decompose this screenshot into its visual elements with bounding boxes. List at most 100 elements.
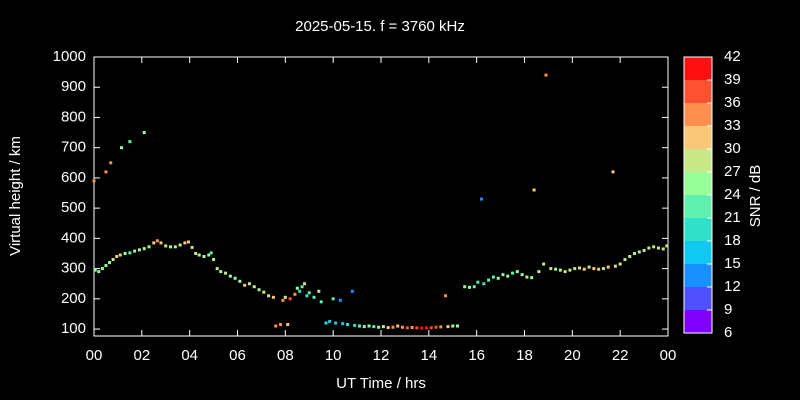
data-point — [367, 324, 371, 328]
data-point — [401, 325, 405, 329]
data-point — [243, 283, 247, 287]
data-point — [515, 270, 519, 274]
x-tick-label: 08 — [277, 347, 294, 364]
data-point — [491, 275, 495, 279]
data-point — [147, 245, 151, 249]
data-point — [128, 251, 132, 255]
data-point — [665, 244, 669, 248]
data-point — [293, 292, 297, 296]
data-point — [338, 298, 342, 302]
colorbar-tick-label: 12 — [724, 278, 741, 295]
data-point — [396, 324, 400, 328]
data-point — [542, 262, 546, 266]
colorbar-tick-label: 9 — [724, 301, 732, 318]
data-point — [286, 323, 290, 327]
data-point — [424, 326, 428, 330]
data-point — [118, 253, 122, 257]
y-tick-label: 900 — [61, 78, 86, 95]
data-point — [582, 267, 586, 271]
data-point — [312, 295, 316, 299]
data-point — [267, 294, 271, 298]
data-point — [224, 271, 228, 275]
data-point — [487, 278, 491, 282]
data-point — [391, 325, 395, 329]
colorbar-tick-label: 39 — [724, 71, 741, 88]
x-tick-label: 12 — [373, 347, 390, 364]
data-point — [93, 268, 97, 272]
data-point — [279, 323, 283, 327]
data-point — [558, 268, 562, 272]
data-point — [142, 247, 146, 251]
data-point — [319, 300, 323, 304]
data-point — [164, 244, 168, 248]
data-point — [341, 322, 345, 326]
data-point — [111, 258, 115, 262]
data-point — [317, 289, 321, 293]
data-point — [334, 321, 338, 325]
data-point — [155, 239, 159, 243]
data-point — [429, 326, 433, 330]
data-point — [197, 253, 201, 257]
y-tick-label: 700 — [61, 139, 86, 156]
data-point — [532, 188, 536, 192]
data-point — [186, 240, 190, 244]
data-point — [601, 267, 605, 271]
data-point — [190, 245, 194, 249]
data-point — [606, 265, 610, 269]
data-point — [104, 264, 108, 268]
data-point — [587, 265, 591, 269]
data-point — [439, 325, 443, 329]
data-point — [257, 288, 261, 292]
data-point — [647, 246, 651, 250]
data-point — [537, 270, 541, 274]
colorbar-tick-label: 30 — [724, 140, 741, 157]
data-point — [446, 325, 450, 329]
data-point — [281, 298, 285, 302]
data-point — [350, 289, 354, 293]
data-point — [159, 241, 163, 245]
data-point — [252, 285, 256, 289]
data-point — [444, 294, 448, 298]
data-point — [479, 197, 483, 201]
x-tick-label: 22 — [612, 347, 629, 364]
data-point — [501, 273, 505, 277]
data-point — [597, 267, 601, 271]
x-tick-label: 00 — [86, 347, 103, 364]
data-point — [137, 248, 141, 252]
data-point — [642, 248, 646, 252]
data-point — [128, 140, 132, 144]
y-tick-label: 400 — [61, 229, 86, 246]
data-point — [544, 73, 548, 77]
data-point — [467, 285, 471, 289]
colorbar-tick-label: 27 — [724, 163, 741, 180]
data-point — [434, 325, 438, 329]
data-point — [476, 280, 480, 284]
data-point — [506, 274, 510, 278]
colorbar-band — [684, 126, 712, 149]
data-point — [386, 326, 390, 330]
data-point — [652, 245, 656, 249]
x-tick-label: 02 — [133, 347, 150, 364]
data-point — [219, 270, 223, 274]
data-point — [233, 276, 237, 280]
data-point — [415, 326, 419, 330]
data-point — [307, 291, 311, 295]
y-tick-label: 200 — [61, 290, 86, 307]
y-tick-label: 600 — [61, 169, 86, 186]
data-point — [183, 241, 187, 245]
data-point — [209, 251, 213, 255]
data-point — [578, 266, 582, 270]
colorbar-band — [684, 264, 712, 287]
data-point — [302, 282, 306, 286]
x-tick-label: 18 — [516, 347, 533, 364]
data-point — [212, 258, 216, 262]
data-point — [633, 251, 637, 255]
data-point — [108, 261, 112, 265]
colorbar-band — [684, 80, 712, 103]
data-point — [100, 267, 104, 271]
data-point — [295, 286, 299, 290]
x-tick-label: 06 — [229, 347, 246, 364]
data-point — [288, 297, 292, 301]
x-tick-label: 04 — [181, 347, 198, 364]
colorbar-band — [684, 241, 712, 264]
